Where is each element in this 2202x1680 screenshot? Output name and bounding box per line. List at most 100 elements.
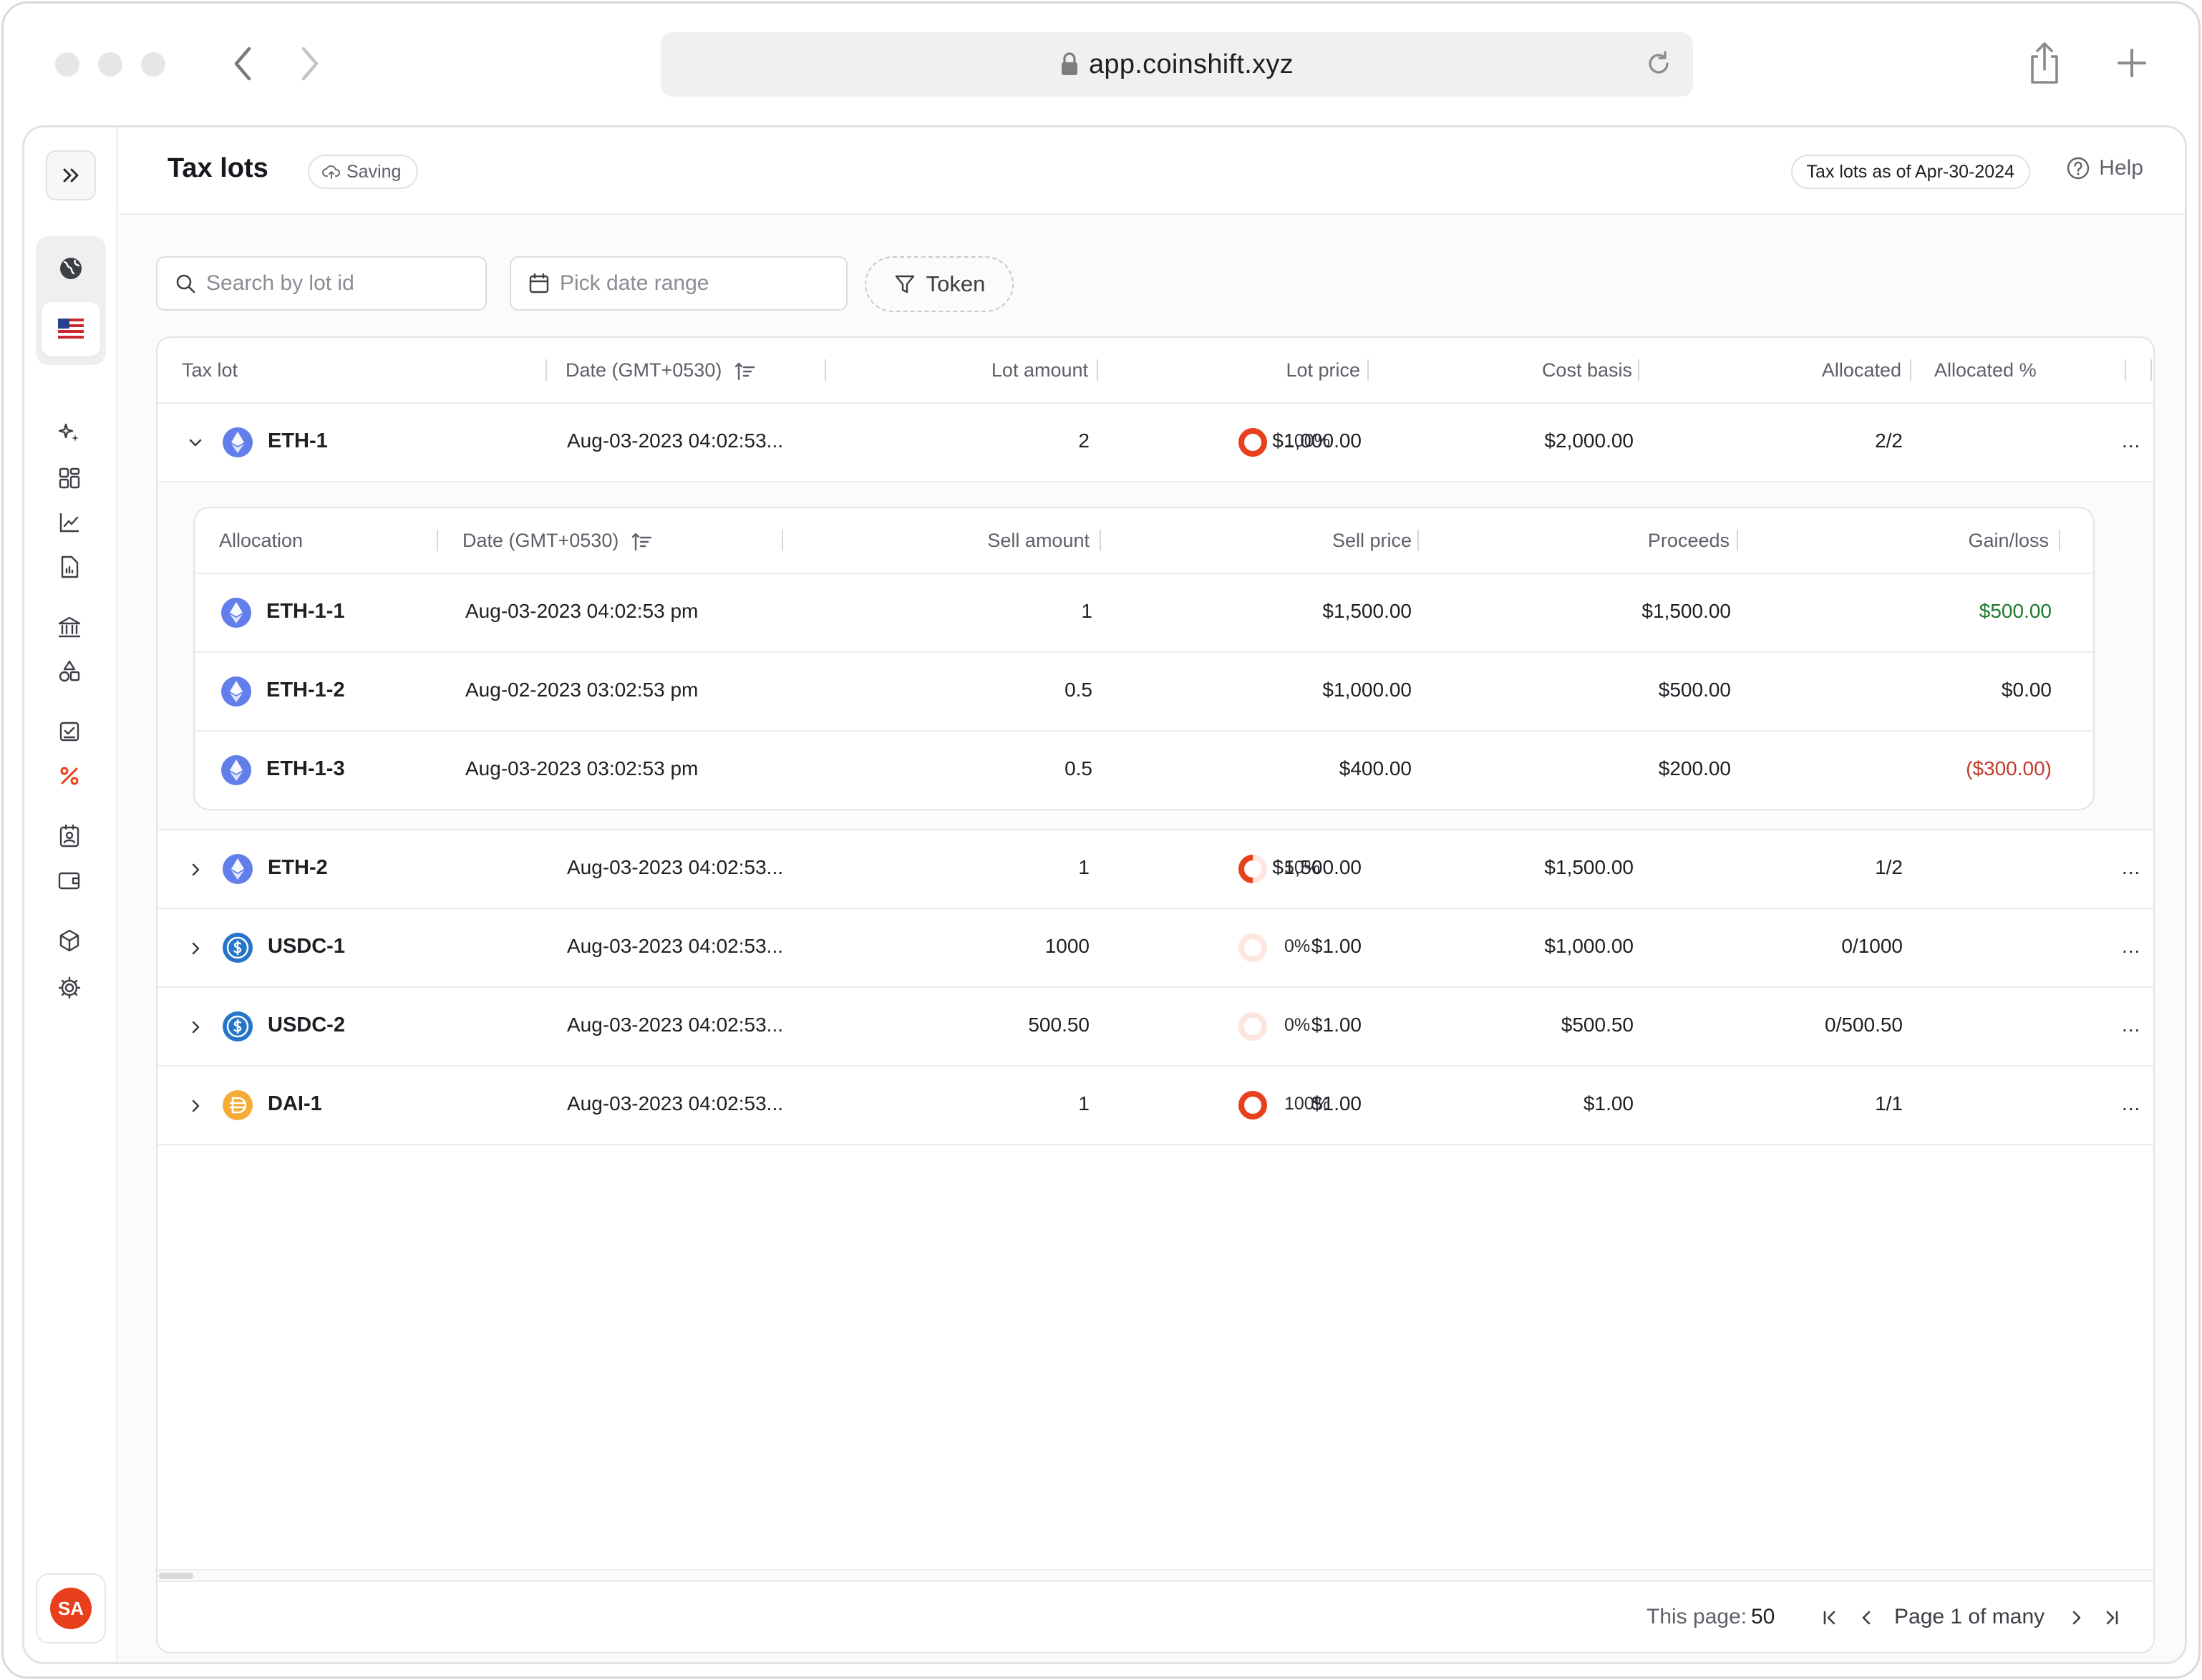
table-row[interactable]: ETH-2 Aug-03-2023 04:02:53... 1 $1,500.00 $1… bbox=[157, 830, 2153, 909]
table-row[interactable]: USDC-2 Aug-03-2023 04:02:53... 500.50 $1.00… bbox=[157, 988, 2153, 1067]
help-button[interactable]: Help bbox=[2066, 156, 2143, 180]
column-resizer[interactable] bbox=[2059, 530, 2060, 551]
col-alloc-date[interactable]: Date (GMT+0530) bbox=[462, 530, 653, 552]
us-flag-icon[interactable] bbox=[42, 302, 100, 356]
row-actions-button[interactable]: ... bbox=[2122, 856, 2141, 878]
cube-icon[interactable] bbox=[55, 926, 84, 955]
column-resizer[interactable] bbox=[1638, 359, 1639, 381]
checklist-icon[interactable] bbox=[55, 717, 84, 746]
col-gain-loss[interactable]: Gain/loss bbox=[1968, 530, 2049, 551]
reload-icon[interactable] bbox=[1643, 48, 1674, 79]
dashboard-icon[interactable] bbox=[55, 464, 84, 492]
col-date[interactable]: Date (GMT+0530) bbox=[566, 359, 756, 382]
allocation-id: ETH-1-1 bbox=[266, 600, 345, 623]
chart-line-icon[interactable] bbox=[55, 508, 84, 537]
eth-icon bbox=[222, 853, 253, 885]
col-allocated[interactable]: Allocated bbox=[1821, 359, 1901, 381]
previous-page-icon[interactable] bbox=[1854, 1605, 1880, 1631]
percent-icon[interactable] bbox=[55, 762, 84, 790]
sell-amount: 0.5 bbox=[1064, 679, 1092, 701]
col-sell-amount[interactable]: Sell amount bbox=[987, 530, 1090, 551]
column-resizer[interactable] bbox=[1367, 359, 1369, 381]
first-page-icon[interactable] bbox=[1817, 1605, 1843, 1631]
contacts-icon[interactable] bbox=[55, 822, 84, 850]
new-tab-icon[interactable] bbox=[2108, 39, 2155, 87]
lot-date: Aug-03-2023 04:02:53... bbox=[567, 935, 784, 957]
horizontal-scrollbar[interactable] bbox=[157, 1569, 2153, 1581]
allocated: 2/2 bbox=[1875, 429, 1903, 452]
chevron-down-icon[interactable] bbox=[183, 431, 208, 455]
col-sell-price[interactable]: Sell price bbox=[1332, 530, 1412, 551]
column-resizer[interactable] bbox=[1100, 530, 1101, 551]
chevron-right-icon[interactable] bbox=[183, 858, 208, 882]
page-size-select[interactable]: 50 bbox=[1751, 1605, 1775, 1628]
sort-ascending-icon[interactable] bbox=[631, 532, 653, 552]
col-proceeds[interactable]: Proceeds bbox=[1647, 530, 1730, 551]
forward-icon[interactable] bbox=[288, 42, 331, 85]
token-filter-button[interactable]: Token bbox=[865, 256, 1014, 312]
allocation-row[interactable]: ETH-1-1 Aug-03-2023 04:02:53 pm 1 $1,500.00… bbox=[195, 574, 2093, 653]
allocations-header: Allocation Date (GMT+0530) Sell amount S… bbox=[195, 508, 2093, 574]
column-resizer[interactable] bbox=[1737, 530, 1738, 551]
chevron-right-icon[interactable] bbox=[183, 936, 208, 961]
table-row[interactable]: USDC-1 Aug-03-2023 04:02:53... 1000 $1.00 $1… bbox=[157, 909, 2153, 988]
column-resizer[interactable] bbox=[2150, 359, 2152, 381]
bank-icon[interactable] bbox=[55, 613, 84, 641]
row-actions-button[interactable]: ... bbox=[2122, 1014, 2141, 1036]
allocation-panel: Allocation Date (GMT+0530) Sell amount S… bbox=[157, 484, 2153, 830]
shapes-icon[interactable] bbox=[55, 657, 84, 686]
browser-toolbar: app.coinshift.xyz bbox=[4, 4, 2198, 124]
expand-sidebar-button[interactable] bbox=[46, 150, 96, 200]
allocated-pie-icon bbox=[1237, 1011, 1269, 1042]
col-lot-price[interactable]: Lot price bbox=[1286, 359, 1360, 381]
col-allocated-pct[interactable]: Allocated % bbox=[1934, 359, 2037, 381]
column-resizer[interactable] bbox=[825, 359, 826, 381]
chevron-right-icon[interactable] bbox=[183, 1094, 208, 1118]
report-file-icon[interactable] bbox=[55, 553, 84, 581]
back-icon[interactable] bbox=[221, 42, 264, 85]
share-icon[interactable] bbox=[2021, 39, 2068, 87]
allocation-row[interactable]: ETH-1-3 Aug-03-2023 03:02:53 pm 0.5 $400.00… bbox=[195, 732, 2093, 809]
lot-id: USDC-2 bbox=[268, 1014, 345, 1036]
saving-label: Saving bbox=[346, 161, 402, 182]
sell-price: $1,500.00 bbox=[1322, 600, 1412, 622]
search-input[interactable]: Search by lot id bbox=[156, 256, 487, 311]
col-lot-amount[interactable]: Lot amount bbox=[991, 359, 1088, 381]
table-row[interactable]: DAI-1 Aug-03-2023 04:02:53... 1 $1.00 $1.00 1… bbox=[157, 1067, 2153, 1145]
col-cost-basis[interactable]: Cost basis bbox=[1541, 359, 1632, 381]
as-of-date-badge[interactable]: Tax lots as of Apr-30-2024 bbox=[1790, 155, 2030, 189]
wallet-icon[interactable] bbox=[55, 866, 84, 895]
scrollbar-thumb[interactable] bbox=[159, 1573, 193, 1579]
col-tax-lot[interactable]: Tax lot bbox=[182, 359, 238, 381]
user-avatar-button[interactable]: SA bbox=[36, 1573, 106, 1643]
sparkles-icon[interactable] bbox=[55, 419, 84, 448]
allocation-date: Aug-03-2023 03:02:53 pm bbox=[465, 757, 699, 780]
globe-icon[interactable] bbox=[46, 243, 96, 293]
column-resizer[interactable] bbox=[1910, 359, 1911, 381]
column-resizer[interactable] bbox=[2125, 359, 2126, 381]
column-resizer[interactable] bbox=[437, 530, 438, 551]
window-zoom-dot[interactable] bbox=[141, 52, 165, 77]
row-actions-button[interactable]: ... bbox=[2122, 935, 2141, 957]
address-bar[interactable]: app.coinshift.xyz bbox=[661, 32, 1693, 97]
row-actions-button[interactable]: ... bbox=[2122, 1092, 2141, 1115]
window-close-dot[interactable] bbox=[55, 52, 79, 77]
column-resizer[interactable] bbox=[782, 530, 783, 551]
chevron-right-icon[interactable] bbox=[183, 1015, 208, 1039]
eth-icon bbox=[220, 676, 252, 707]
lot-id: ETH-1 bbox=[268, 429, 328, 452]
column-resizer[interactable] bbox=[545, 359, 547, 381]
column-resizer[interactable] bbox=[1417, 530, 1419, 551]
token-filter-label: Token bbox=[926, 271, 986, 296]
column-resizer[interactable] bbox=[1097, 359, 1098, 381]
sort-ascending-icon[interactable] bbox=[734, 361, 756, 382]
last-page-icon[interactable] bbox=[2099, 1605, 2125, 1631]
date-range-picker[interactable]: Pick date range bbox=[510, 256, 848, 311]
col-allocation[interactable]: Allocation bbox=[219, 530, 304, 551]
settings-gear-icon[interactable] bbox=[55, 973, 84, 1002]
next-page-icon[interactable] bbox=[2063, 1605, 2089, 1631]
allocation-row[interactable]: ETH-1-2 Aug-02-2023 03:02:53 pm 0.5 $1,000.… bbox=[195, 653, 2093, 732]
row-actions-button[interactable]: ... bbox=[2122, 429, 2141, 452]
window-minimize-dot[interactable] bbox=[98, 52, 122, 77]
table-row[interactable]: ETH-1 Aug-03-2023 04:02:53... 2 $1,000.00 $2… bbox=[157, 404, 2153, 482]
